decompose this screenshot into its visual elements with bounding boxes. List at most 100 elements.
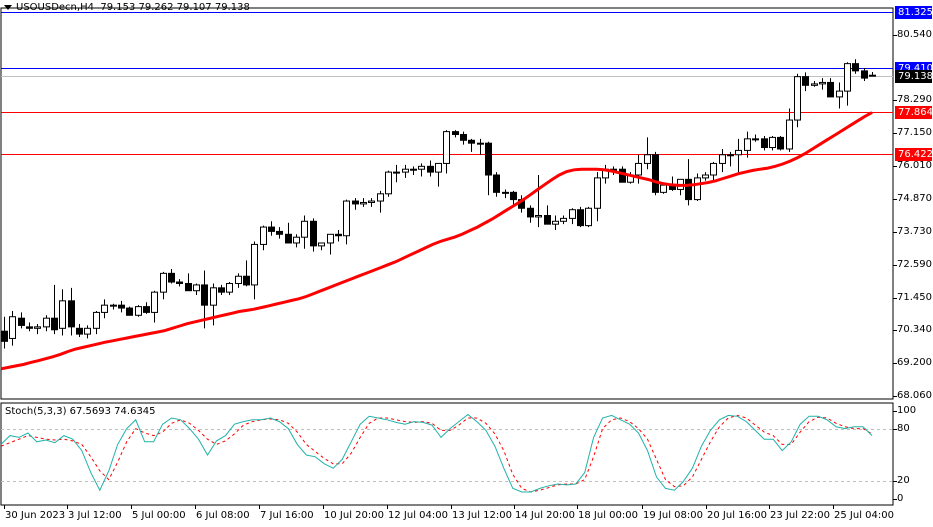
price-tick-label: 72.590 <box>897 259 932 270</box>
bear-candle <box>310 220 317 247</box>
bear-candle <box>76 327 83 335</box>
bull-candle <box>393 171 400 174</box>
bear-candle <box>869 74 876 77</box>
bull-candle <box>301 220 308 238</box>
stoch-signal-line <box>0 414 873 493</box>
price-tick-label: 68.060 <box>897 390 932 401</box>
bear-candle <box>243 275 250 286</box>
price-tick-label: 80.540 <box>897 29 932 40</box>
bear-candle <box>143 306 150 313</box>
bull-candle <box>385 171 392 195</box>
bear-candle <box>468 139 475 144</box>
price-badge-hline: 76.422 <box>895 148 933 161</box>
bear-candle <box>852 63 859 72</box>
bull-candle <box>251 243 258 286</box>
bear-candle <box>544 215 551 225</box>
bull-candle <box>694 177 701 201</box>
price-tick-label: 71.450 <box>897 292 932 303</box>
moving-average-line <box>0 111 873 371</box>
symbol-label: USOUSDecn,H4 <box>16 2 94 13</box>
bull-candle <box>260 226 267 245</box>
time-tick-label: 5 Jul 00:00 <box>132 510 186 521</box>
stochastic-pane <box>0 402 894 506</box>
bear-candle <box>352 200 359 205</box>
bull-candle <box>735 149 742 156</box>
time-tick-label: 23 Jul 22:00 <box>770 510 830 521</box>
bull-candle <box>377 193 384 202</box>
bear-candle <box>485 142 492 176</box>
bear-candle <box>285 233 292 244</box>
bull-candle <box>235 275 242 284</box>
price-tick-label: 70.340 <box>897 324 932 335</box>
bull-candle <box>360 201 367 205</box>
bull-candle <box>43 317 50 328</box>
bull-candle <box>343 200 350 237</box>
bull-candle <box>226 282 233 293</box>
price-tick-label: 76.010 <box>897 160 932 171</box>
bull-candle <box>402 168 409 173</box>
bull-candle <box>151 291 158 313</box>
bear-candle <box>276 230 283 235</box>
bull-candle <box>9 316 16 339</box>
collapse-triangle-icon[interactable] <box>4 4 12 10</box>
bear-candle <box>218 287 225 293</box>
bear-candle <box>652 154 659 193</box>
time-tick-label: 10 Jul 20:00 <box>324 510 384 521</box>
time-tick-label: 13 Jul 12:00 <box>452 510 512 521</box>
bull-candle <box>569 209 576 219</box>
bull-candle <box>644 154 651 164</box>
price-badge-hline: 77.864 <box>895 106 933 119</box>
bull-candle <box>794 76 801 121</box>
bear-candle <box>777 136 784 150</box>
bull-candle <box>769 136 776 149</box>
stoch-level-label: 100 <box>897 405 917 416</box>
bear-candle <box>510 191 517 201</box>
bull-candle <box>410 168 417 171</box>
price-tick-label: 77.150 <box>897 127 932 138</box>
bull-candle <box>318 242 325 247</box>
bear-candle <box>427 165 434 173</box>
bull-candle <box>819 81 826 85</box>
bull-candle <box>660 184 667 193</box>
bear-candle <box>460 134 467 141</box>
bear-candle <box>126 307 133 316</box>
bull-candle <box>702 174 709 179</box>
bear-candle <box>26 326 33 329</box>
bull-candle <box>84 327 91 335</box>
bear-candle <box>185 282 192 292</box>
bull-candle <box>435 162 442 173</box>
bear-candle <box>452 131 459 136</box>
bull-candle <box>193 284 200 292</box>
price-tick-label: 73.730 <box>897 226 932 237</box>
bear-candle <box>118 304 125 309</box>
bull-candle <box>59 300 66 329</box>
stoch-main-line <box>0 413 873 493</box>
bull-candle <box>752 138 759 141</box>
bear-candle <box>619 168 626 183</box>
price-tick-label: 78.290 <box>897 94 932 105</box>
chart-header: USOUSDecn,H4 79.153 79.262 79.107 79.138 <box>4 2 250 13</box>
bull-candle <box>594 177 601 209</box>
bear-candle <box>1 330 8 342</box>
bull-candle <box>727 154 734 157</box>
bull-candle <box>635 162 642 176</box>
bear-candle <box>68 300 75 328</box>
bull-candle <box>293 236 300 244</box>
bull-candle <box>135 306 142 316</box>
bear-candle <box>51 317 58 331</box>
bear-candle <box>761 138 768 149</box>
bull-candle <box>34 326 41 329</box>
price-badge-bid: 79.138 <box>895 70 933 83</box>
bull-candle <box>368 200 375 203</box>
stoch-level-label: 0 <box>897 493 904 504</box>
bull-candle <box>719 154 726 164</box>
bear-candle <box>18 317 25 326</box>
time-tick-label: 30 Jun 2023 <box>5 510 66 521</box>
ohlc-values: 79.153 79.262 79.107 79.138 <box>100 2 250 13</box>
bull-candle <box>502 191 509 194</box>
bull-candle <box>786 119 793 150</box>
time-tick-label: 3 Jul 12:00 <box>68 510 122 521</box>
bull-candle <box>327 233 334 244</box>
bull-candle <box>101 304 108 313</box>
